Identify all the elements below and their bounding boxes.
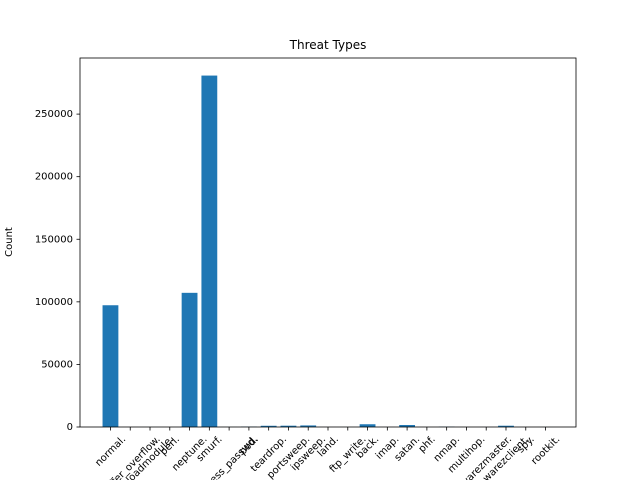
bar xyxy=(498,425,514,427)
bar xyxy=(399,425,416,427)
plot-frame xyxy=(79,57,577,428)
y-tick-label: 50000 xyxy=(41,359,73,370)
bar xyxy=(181,292,198,427)
bar xyxy=(280,425,297,427)
bar xyxy=(260,425,277,427)
bar xyxy=(102,305,119,427)
bar xyxy=(201,75,218,427)
chart-title: Threat Types xyxy=(289,38,367,52)
y-tick-label: 0 xyxy=(67,422,73,433)
y-tick-label: 100000 xyxy=(35,297,73,308)
y-tick-label: 250000 xyxy=(35,109,73,120)
y-tick-label: 200000 xyxy=(35,172,73,183)
bar xyxy=(359,424,376,427)
y-axis-label: Count xyxy=(4,227,15,257)
bar xyxy=(300,425,317,427)
y-tick-label: 150000 xyxy=(35,234,73,245)
